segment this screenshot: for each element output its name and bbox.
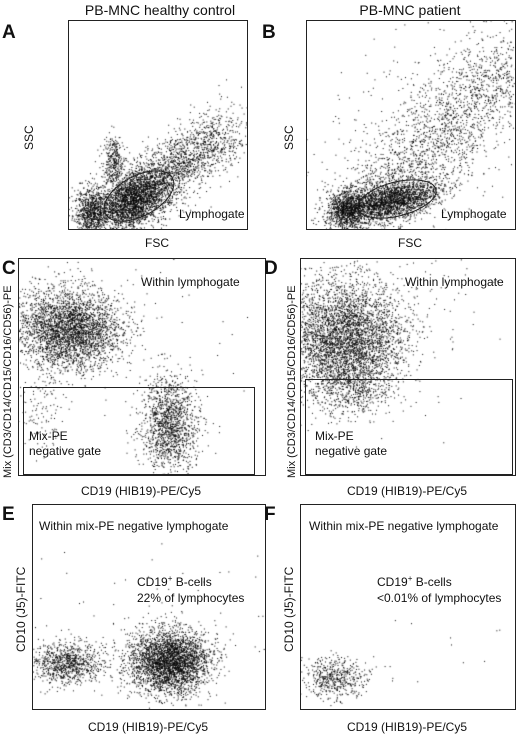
scatter-plot-c: Within lymphogate Mix-PE negative gate [18,258,266,476]
annotation-superscript-f: + [407,574,413,583]
y-axis-label-c: Mix (CD3/CD14/CD15/CD16/CD56)-PE [2,285,14,478]
x-axis-label-a: FSC [145,236,169,250]
scatter-plot-a: Lymphogate [68,20,248,230]
x-axis-label-e: CD19 (HIB19)-PE/Cy5 [87,720,209,734]
lymphogate-oval-b [357,179,437,219]
gate-label-b: Lymphogate [441,207,507,221]
annotation-cd19-text-f: CD19 [377,575,408,589]
mix-pe-negative-gate-c [23,387,255,475]
panel-letter-b: B [262,22,276,43]
lymphogate-oval-a [103,170,175,222]
gate-label-line1-c: Mix-PE [29,429,68,443]
panel-title-d: Within lymphogate [405,275,504,289]
panel-title-c: Within lymphogate [141,275,240,289]
scatter-points-c [19,259,265,475]
annotation-bcells-text-f: B-cells [412,575,452,589]
annotation-bcells-text-e: B-cells [172,575,212,589]
scatter-points-b [307,21,515,229]
scatter-plot-b: Lymphogate [306,20,516,230]
scatter-plot-f: Within mix-PE negative lymphogate CD19+ … [300,504,516,710]
mix-pe-negative-gate-d [305,379,513,475]
scatter-points-d [301,259,515,475]
y-axis-label-a: SSC [22,125,36,150]
x-axis-label-d: CD19 (HIB19)-PE/Cy5 [346,484,468,498]
scatter-points-a [69,21,247,229]
scatter-plot-e: Within mix-PE negative lymphogate CD19+ … [32,504,266,710]
x-axis-label-c: CD19 (HIB19)-PE/Cy5 [80,484,202,498]
gate-label-a: Lymphogate [179,207,245,221]
column-header-healthy-control: PB-MNC healthy control [84,2,236,18]
panel-letter-c: C [2,258,16,279]
annotation-percent-e: 22% of lymphocytes [137,591,245,605]
panel-letter-f: F [264,504,276,525]
annotation-b-cells-f: CD19+ B-cells [377,574,452,590]
panel-letter-a: A [2,22,16,43]
x-axis-label-f: CD19 (HIB19)-PE/Cy5 [346,720,468,734]
scatter-points-f [301,505,515,709]
y-axis-label-f: CD10 (J5)-FITC [282,566,296,652]
annotation-b-cells-e: CD19+ B-cells [137,574,212,590]
y-axis-label-e: CD10 (J5)-FITC [14,566,28,652]
x-axis-label-b: FSC [398,236,422,250]
y-axis-label-b: SSC [282,125,296,150]
gate-label-line2-c: negative gate [29,444,102,458]
gate-label-line2-d: negative gate [315,444,388,458]
scatter-plot-d: Within lymphogate Mix-PE negative gate [300,258,516,476]
scatter-points-e [33,505,265,709]
panel-title-e: Within mix-PE negative lymphogate [39,519,229,533]
gate-label-line1-d: Mix-PE [315,429,354,443]
y-axis-label-d: Mix (CD3/CD14/CD15/CD16/CD56)-PE [286,285,298,478]
panel-letter-d: D [264,258,278,279]
panel-title-f: Within mix-PE negative lymphogate [309,519,499,533]
annotation-cd19-text-e: CD19 [137,575,168,589]
annotation-percent-f: <0.01% of lymphocytes [377,591,502,605]
column-header-patient: PB-MNC patient [359,2,461,18]
panel-letter-e: E [2,504,15,525]
annotation-superscript-e: + [167,574,173,583]
